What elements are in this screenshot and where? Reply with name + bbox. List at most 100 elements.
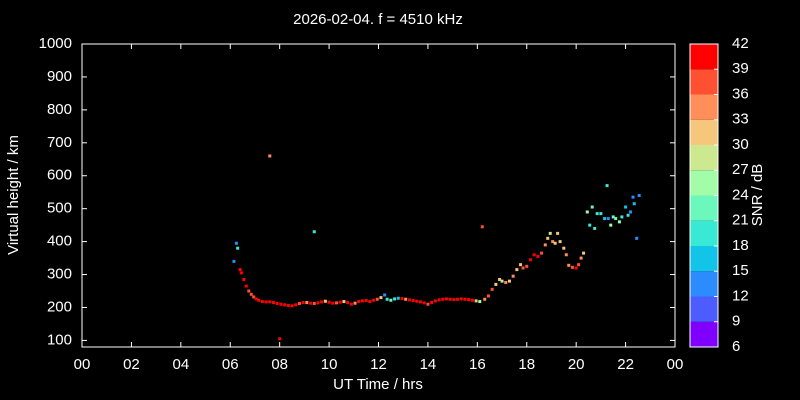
data-point [430, 301, 434, 305]
colorbar-tick-label: 18 [732, 237, 749, 254]
plot-frame [81, 43, 676, 348]
y-tick-label: 800 [47, 101, 72, 118]
data-point [327, 300, 331, 304]
colorbar-band [690, 170, 718, 196]
colorbar-tick-label: 9 [732, 313, 740, 330]
data-point [244, 284, 248, 288]
data-point [441, 297, 445, 301]
data-point [264, 300, 268, 304]
data-point [323, 299, 327, 303]
data-point [275, 302, 279, 306]
data-point [543, 243, 547, 247]
data-point [579, 256, 583, 260]
data-point [611, 215, 615, 219]
data-point [532, 253, 536, 257]
data-point [239, 271, 243, 275]
colorbar-band [690, 220, 718, 246]
data-point [331, 301, 335, 305]
data-point [507, 279, 511, 283]
colorbar-tick-label: 42 [732, 35, 749, 52]
data-point [635, 236, 639, 240]
data-point [312, 302, 316, 306]
data-point [463, 297, 467, 301]
y-tick-label: 100 [47, 331, 72, 348]
colorbar-tick-label: 30 [732, 136, 749, 153]
data-point [478, 300, 482, 304]
data-point [624, 205, 628, 209]
data-point [305, 301, 309, 305]
data-point [385, 297, 389, 301]
data-point [404, 297, 408, 301]
data-point [342, 300, 346, 304]
data-point [570, 265, 574, 269]
data-point [486, 294, 490, 298]
data-point [301, 301, 305, 305]
x-tick-label: 00 [667, 356, 684, 373]
data-point [422, 301, 426, 305]
data-point [521, 266, 525, 270]
colorbar-band [690, 145, 718, 171]
data-point [320, 300, 324, 304]
data-point [254, 297, 258, 301]
data-point [494, 282, 498, 286]
data-point [294, 303, 298, 307]
data-point [637, 194, 641, 197]
data-point [567, 263, 571, 267]
data-point [558, 240, 562, 244]
data-point [393, 297, 397, 301]
data-point [260, 300, 264, 304]
colorbar-band [690, 195, 718, 221]
data-point [433, 299, 437, 303]
data-point [632, 202, 636, 206]
data-point [629, 210, 633, 214]
data-point [620, 215, 624, 219]
data-point [546, 236, 550, 240]
colorbar-tick-label: 15 [732, 262, 749, 279]
data-point [415, 299, 419, 303]
data-point [511, 274, 515, 278]
data-point [609, 223, 613, 227]
data-point [236, 246, 240, 250]
colorbar-band [690, 321, 718, 347]
data-point [283, 303, 287, 307]
data-point [470, 298, 474, 302]
data-point [249, 292, 253, 296]
x-tick-label: 16 [469, 356, 486, 373]
data-point [593, 226, 597, 230]
data-point [564, 253, 568, 257]
data-point [278, 337, 282, 341]
colorbar-tick-label: 36 [732, 85, 749, 102]
data-point [357, 300, 361, 304]
x-tick-label: 12 [370, 356, 387, 373]
colorbar-band [690, 119, 718, 145]
colorbar-label: SNR / dB [749, 164, 766, 227]
data-point [498, 277, 502, 281]
data-point [448, 297, 452, 301]
data-point [603, 217, 607, 221]
data-point [525, 264, 529, 268]
x-tick-label: 02 [123, 356, 140, 373]
data-point [595, 212, 599, 216]
data-point [606, 217, 610, 221]
data-point [467, 298, 471, 302]
x-tick-label: 04 [172, 356, 189, 373]
data-point [551, 240, 555, 244]
data-point [400, 297, 404, 301]
data-point [242, 277, 246, 281]
data-point [312, 230, 316, 234]
data-point [268, 154, 272, 158]
colorbar-band [690, 94, 718, 120]
x-tick-label: 22 [617, 356, 634, 373]
data-point [389, 298, 393, 302]
data-point [590, 205, 594, 209]
data-point [407, 298, 411, 302]
data-point [599, 212, 603, 216]
data-point [297, 302, 301, 306]
y-tick-label: 700 [47, 134, 72, 151]
data-point [257, 298, 261, 302]
data-point [271, 301, 275, 305]
data-point [515, 268, 519, 272]
colorbar-tick-label: 24 [732, 186, 749, 203]
colorbar-band [690, 271, 718, 297]
